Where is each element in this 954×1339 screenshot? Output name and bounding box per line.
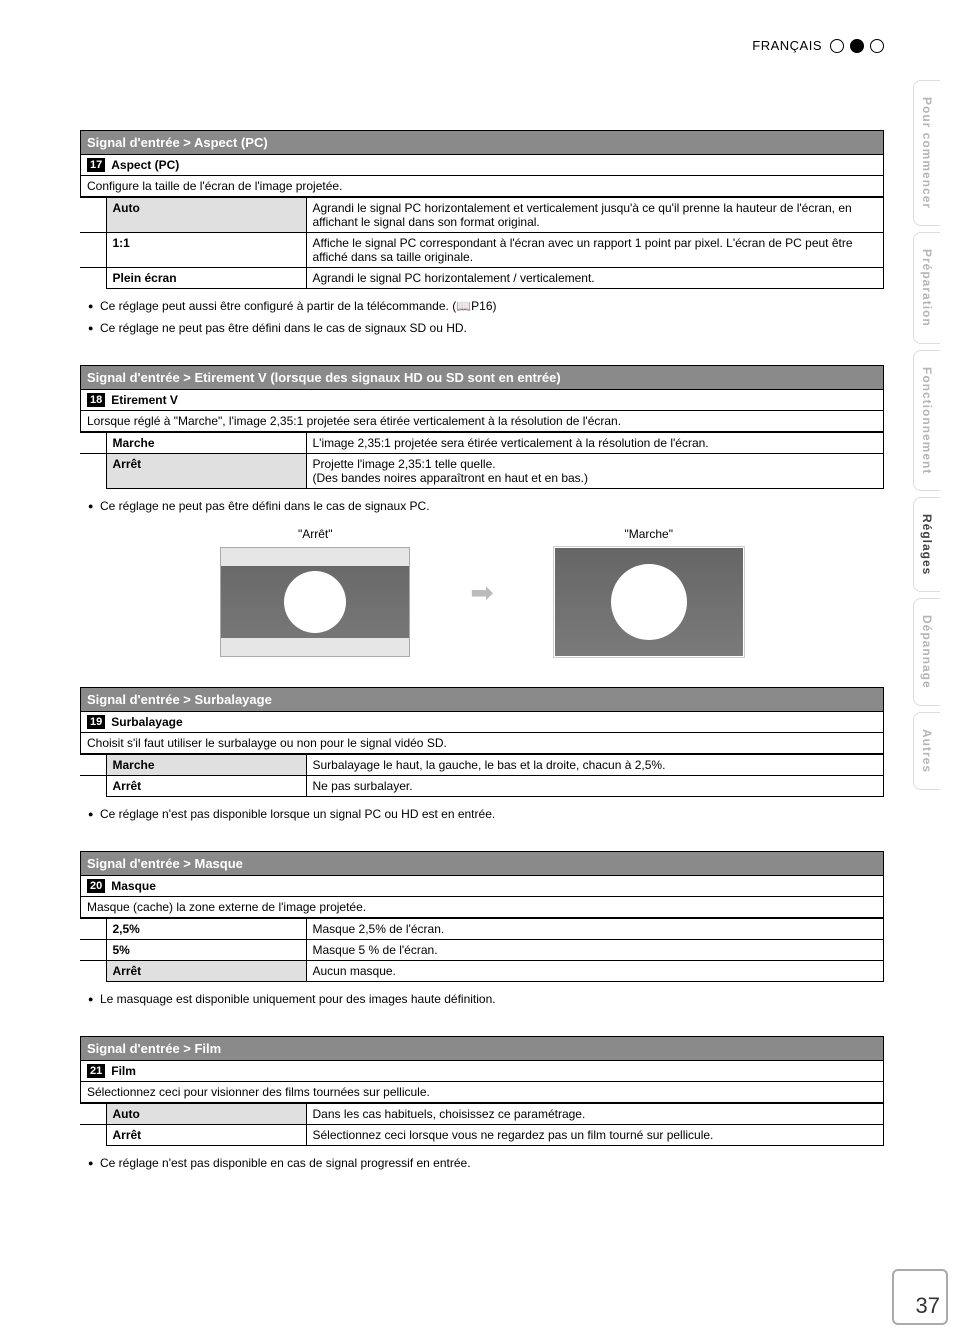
section-title: Masque	[111, 879, 156, 893]
opt-text: Dans les cas habituels, choisissez ce pa…	[306, 1104, 884, 1125]
opt-text: Aucun masque.	[306, 961, 884, 982]
section-notes: Ce réglage ne peut pas être défini dans …	[88, 499, 884, 513]
opt-label: Arrêt	[106, 1125, 306, 1146]
section-aspect-pc: Signal d'entrée > Aspect (PC) 17 Aspect …	[80, 130, 884, 335]
section-desc: Configure la taille de l'écran de l'imag…	[80, 176, 884, 197]
language-label: FRANÇAIS	[752, 38, 822, 53]
tab-depannage[interactable]: Dépannage	[913, 598, 940, 706]
options-table: AutoDans les cas habituels, choisissez c…	[80, 1103, 884, 1146]
opt-text: Masque 5 % de l'écran.	[306, 940, 884, 961]
opt-label: Arrêt	[106, 961, 306, 982]
opt-label: 1:1	[106, 233, 306, 268]
section-masque: Signal d'entrée > Masque 20 Masque Masqu…	[80, 851, 884, 1006]
opt-text: Masque 2,5% de l'écran.	[306, 919, 884, 940]
screen-arret	[220, 547, 410, 657]
section-title: Surbalayage	[111, 715, 182, 729]
section-header: Signal d'entrée > Aspect (PC)	[80, 130, 884, 154]
tab-pour-commencer[interactable]: Pour commencer	[913, 80, 940, 226]
dot-2	[850, 39, 864, 53]
opt-label: Auto	[106, 1104, 306, 1125]
tab-preparation[interactable]: Préparation	[913, 232, 940, 344]
section-subheader: 18 Etirement V	[80, 389, 884, 411]
tab-reglages[interactable]: Réglages	[913, 497, 940, 592]
section-desc: Sélectionnez ceci pour visionner des fil…	[80, 1082, 884, 1103]
note: Ce réglage ne peut pas être défini dans …	[88, 499, 884, 513]
opt-text: Ne pas surbalayer.	[306, 776, 884, 797]
section-number: 18	[87, 393, 105, 407]
section-desc: Lorsque réglé à "Marche", l'image 2,35:1…	[80, 411, 884, 432]
page-number: 37	[916, 1293, 940, 1319]
opt-label: Auto	[106, 198, 306, 233]
section-title: Etirement V	[111, 393, 178, 407]
opt-label: 2,5%	[106, 919, 306, 940]
section-header: Signal d'entrée > Film	[80, 1036, 884, 1060]
section-header: Signal d'entrée > Surbalayage	[80, 687, 884, 711]
tab-fonctionnement[interactable]: Fonctionnement	[913, 350, 940, 491]
section-desc: Masque (cache) la zone externe de l'imag…	[80, 897, 884, 918]
opt-text: Agrandi le signal PC horizontalement / v…	[306, 268, 884, 289]
options-table: AutoAgrandi le signal PC horizontalement…	[80, 197, 884, 289]
section-subheader: 21 Film	[80, 1060, 884, 1082]
section-number: 19	[87, 715, 105, 729]
section-number: 17	[87, 158, 105, 172]
header-language-indicator: FRANÇAIS	[752, 38, 884, 53]
opt-label: Marche	[106, 433, 306, 454]
section-notes: Ce réglage n'est pas disponible lorsque …	[88, 807, 884, 821]
section-subheader: 20 Masque	[80, 875, 884, 897]
screen-marche	[554, 547, 744, 657]
diagram-caption: "Arrêt"	[220, 527, 410, 541]
options-table: MarcheSurbalayage le haut, la gauche, le…	[80, 754, 884, 797]
arrow-icon: ➡	[470, 576, 493, 609]
section-desc: Choisit s'il faut utiliser le surbalayge…	[80, 733, 884, 754]
section-etirement-v: Signal d'entrée > Etirement V (lorsque d…	[80, 365, 884, 657]
options-table: 2,5%Masque 2,5% de l'écran. 5%Masque 5 %…	[80, 918, 884, 982]
page-number-badge: 37	[892, 1269, 948, 1325]
section-number: 21	[87, 1064, 105, 1078]
tab-autres[interactable]: Autres	[913, 712, 940, 790]
section-notes: Ce réglage peut aussi être configuré à p…	[88, 299, 884, 335]
opt-text: Sélectionnez ceci lorsque vous ne regard…	[306, 1125, 884, 1146]
section-number: 20	[87, 879, 105, 893]
section-surbalayage: Signal d'entrée > Surbalayage 19 Surbala…	[80, 687, 884, 821]
diagram-marche: "Marche"	[554, 527, 744, 657]
opt-text: Agrandi le signal PC horizontalement et …	[306, 198, 884, 233]
dot-3	[870, 39, 884, 53]
diagram-caption: "Marche"	[554, 527, 744, 541]
opt-label: Arrêt	[106, 776, 306, 797]
section-notes: Ce réglage n'est pas disponible en cas d…	[88, 1156, 884, 1170]
progress-dots	[830, 39, 884, 53]
opt-label: Marche	[106, 755, 306, 776]
section-header: Signal d'entrée > Masque	[80, 851, 884, 875]
section-header: Signal d'entrée > Etirement V (lorsque d…	[80, 365, 884, 389]
opt-label: Arrêt	[106, 454, 306, 489]
options-table: MarcheL'image 2,35:1 projetée sera étiré…	[80, 432, 884, 489]
opt-text: Affiche le signal PC correspondant à l'é…	[306, 233, 884, 268]
section-subheader: 17 Aspect (PC)	[80, 154, 884, 176]
section-title: Aspect (PC)	[111, 158, 179, 172]
opt-text: Surbalayage le haut, la gauche, le bas e…	[306, 755, 884, 776]
section-subheader: 19 Surbalayage	[80, 711, 884, 733]
note: Ce réglage peut aussi être configuré à p…	[88, 299, 884, 313]
diagram-row: "Arrêt" ➡ "Marche"	[80, 527, 884, 657]
section-notes: Le masquage est disponible uniquement po…	[88, 992, 884, 1006]
section-title: Film	[111, 1064, 136, 1078]
section-film: Signal d'entrée > Film 21 Film Sélection…	[80, 1036, 884, 1170]
note: Le masquage est disponible uniquement po…	[88, 992, 884, 1006]
note: Ce réglage n'est pas disponible lorsque …	[88, 807, 884, 821]
side-tabs: Pour commencer Préparation Fonctionnemen…	[913, 80, 940, 790]
note: Ce réglage n'est pas disponible en cas d…	[88, 1156, 884, 1170]
diagram-arret: "Arrêt"	[220, 527, 410, 657]
note: Ce réglage ne peut pas être défini dans …	[88, 321, 884, 335]
opt-label: Plein écran	[106, 268, 306, 289]
opt-text: Projette l'image 2,35:1 telle quelle. (D…	[306, 454, 884, 489]
opt-label: 5%	[106, 940, 306, 961]
opt-text: L'image 2,35:1 projetée sera étirée vert…	[306, 433, 884, 454]
dot-1	[830, 39, 844, 53]
